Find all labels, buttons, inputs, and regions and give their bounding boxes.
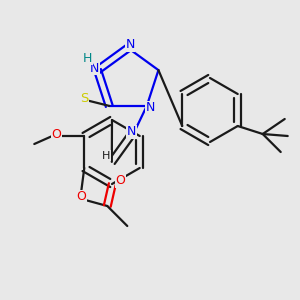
- Text: O: O: [115, 175, 125, 188]
- Text: H: H: [102, 151, 110, 161]
- Text: O: O: [51, 128, 61, 140]
- Text: H: H: [83, 52, 92, 64]
- Text: N: N: [125, 38, 135, 52]
- Text: N: N: [146, 101, 155, 114]
- Text: N: N: [90, 61, 99, 75]
- Text: S: S: [80, 92, 88, 105]
- Text: N: N: [127, 125, 136, 138]
- Text: O: O: [76, 190, 86, 203]
